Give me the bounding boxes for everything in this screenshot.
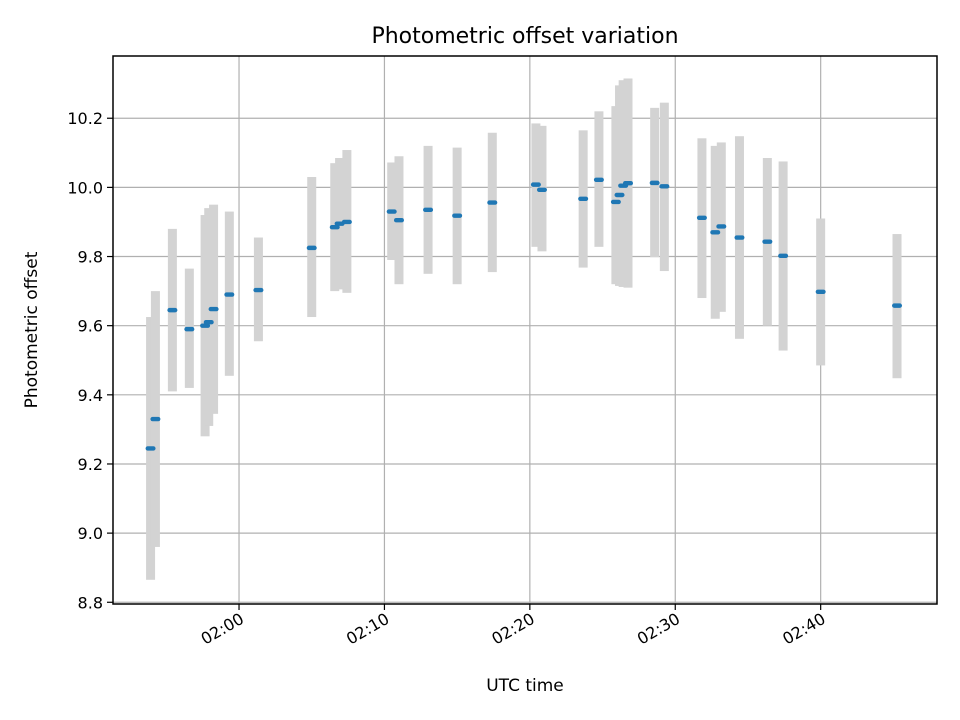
data-point	[423, 207, 434, 213]
data-point	[734, 235, 745, 240]
data-point	[150, 416, 161, 422]
data-point	[203, 320, 214, 325]
y-axis-ticks: 8.8 9.0 9.2 9.4 9.6 9.8 10.0 10.2	[67, 109, 113, 612]
data-point	[145, 446, 156, 451]
y-tick-label: 10.2	[67, 109, 103, 128]
y-tick-label: 9.2	[78, 455, 103, 474]
data-point	[224, 292, 235, 297]
plot-frame	[112, 55, 938, 605]
grid	[113, 56, 937, 604]
data-point	[200, 323, 211, 328]
data-point	[452, 213, 463, 218]
y-tick-label: 9.8	[78, 248, 103, 267]
data-point	[892, 303, 903, 308]
y-tick-label: 10.0	[67, 178, 103, 197]
data-point	[716, 224, 727, 229]
data-point	[623, 181, 633, 186]
data-points	[145, 177, 903, 451]
data-point	[329, 224, 340, 230]
data-point	[341, 219, 352, 225]
data-point	[610, 199, 621, 205]
data-point	[253, 287, 264, 293]
y-axis-label: Photometric offset	[22, 251, 42, 408]
data-point	[386, 209, 397, 214]
data-point	[762, 239, 773, 244]
data-point	[184, 326, 195, 332]
chart-title: Photometric offset variation	[371, 24, 678, 49]
data-point	[593, 177, 604, 182]
data-point	[614, 192, 625, 198]
data-point	[578, 196, 589, 201]
data-point	[393, 218, 404, 223]
y-tick-label: 9.6	[78, 317, 103, 336]
x-axis-label: UTC time	[486, 676, 564, 696]
data-point	[487, 200, 498, 205]
error-bar	[204, 208, 214, 426]
y-tick-label: 9.4	[78, 386, 103, 405]
data-point	[536, 187, 547, 193]
data-point	[710, 230, 721, 235]
data-point	[167, 307, 178, 313]
data-point	[306, 245, 317, 251]
data-point	[778, 253, 789, 259]
y-tick-label: 9.0	[78, 524, 103, 543]
data-point	[659, 184, 670, 189]
data-point	[649, 180, 660, 186]
data-point	[696, 215, 707, 221]
data-point	[815, 289, 826, 294]
y-tick-label: 8.8	[78, 593, 103, 612]
data-point	[208, 306, 219, 312]
data-point	[530, 182, 541, 187]
